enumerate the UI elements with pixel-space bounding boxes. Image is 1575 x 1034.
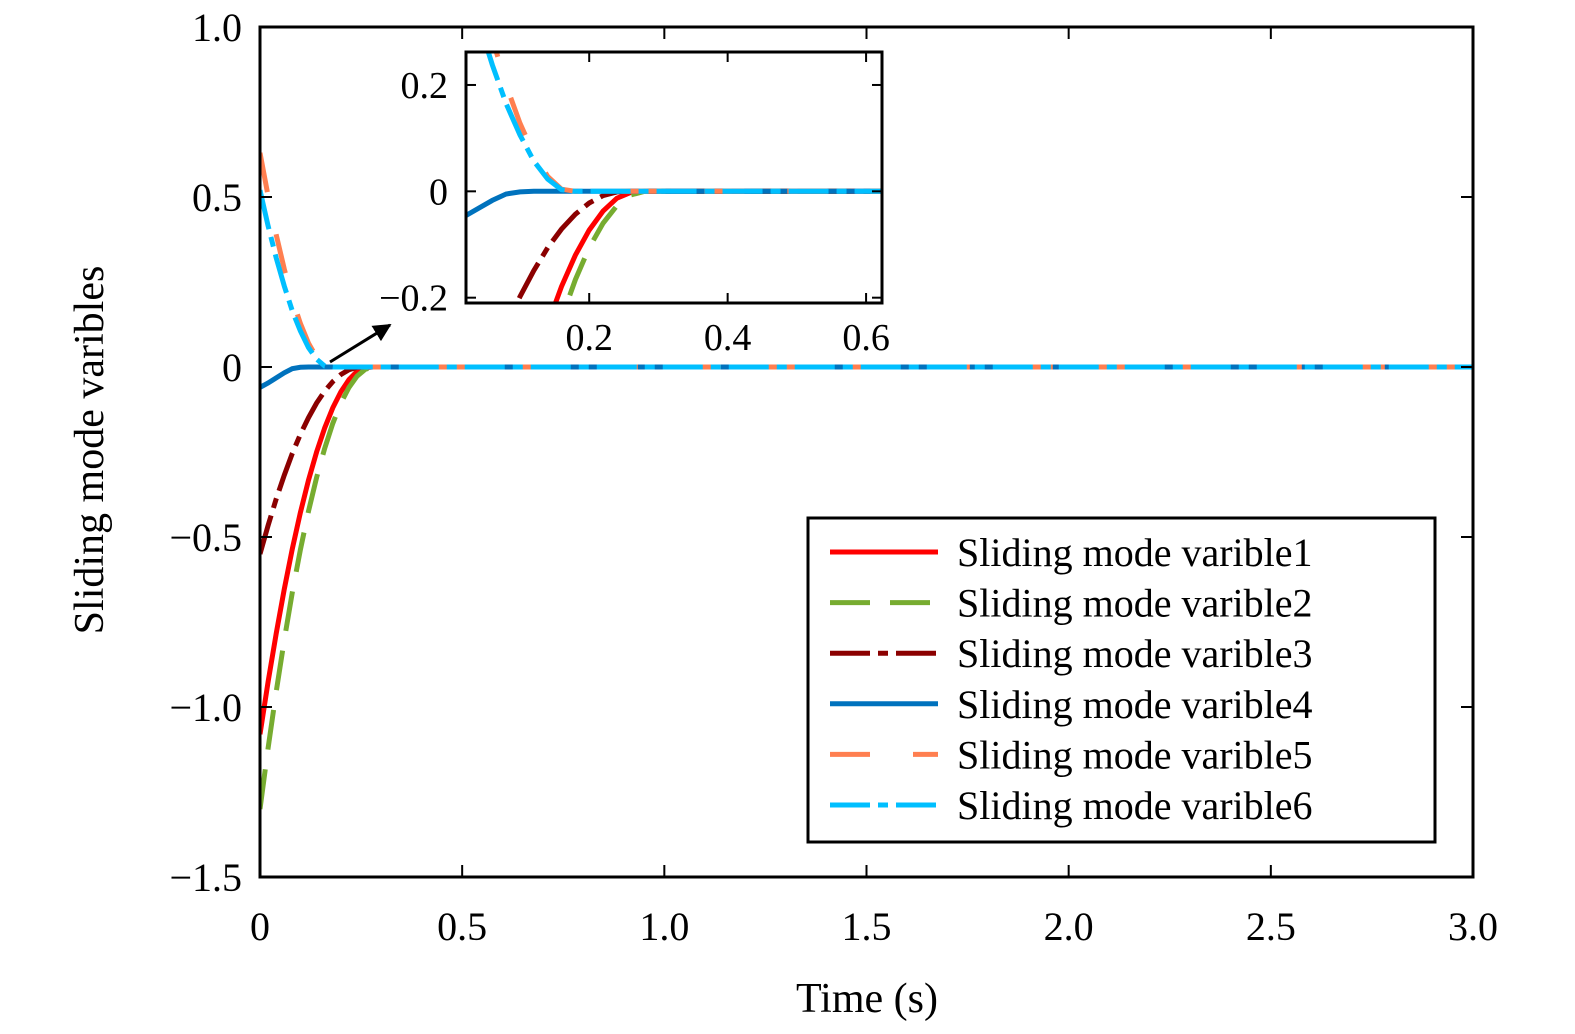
legend-item-3: Sliding mode varible3 bbox=[830, 631, 1313, 676]
legend-item-5: Sliding mode varible5 bbox=[830, 732, 1313, 777]
y-tick-label: 1.0 bbox=[192, 5, 242, 50]
main-series-line-4 bbox=[260, 364, 1473, 390]
main-axis-ticks bbox=[259, 26, 1474, 878]
legend-label: Sliding mode varible6 bbox=[957, 783, 1313, 828]
legend-box bbox=[806, 516, 1437, 844]
y-tick-label: 0.5 bbox=[192, 175, 242, 220]
x-tick-label: 3.0 bbox=[1448, 904, 1498, 949]
main-series-group bbox=[260, 152, 1473, 810]
inset-x-tick-label: 0.2 bbox=[565, 317, 613, 359]
legend-label: Sliding mode varible2 bbox=[957, 581, 1313, 626]
legend-item-4: Sliding mode varible4 bbox=[830, 682, 1313, 727]
legend-label: Sliding mode varible4 bbox=[957, 682, 1313, 727]
y-axis-label: Sliding mode varibles bbox=[67, 266, 113, 635]
inset-y-tick-label: −0.2 bbox=[379, 278, 448, 320]
legend-item-2: Sliding mode varible2 bbox=[830, 581, 1313, 626]
inset-series-group bbox=[466, 52, 882, 303]
inset-y-tick-label: 0.2 bbox=[401, 65, 449, 107]
x-tick-label: 2.0 bbox=[1044, 904, 1094, 949]
inset-axis-ticks bbox=[466, 52, 882, 303]
main-tick-labels: 0 0.5 1.0 1.5 2.0 2.5 3.0 1.0 0.5 0 −0.5 −1.0 −1.5 bbox=[169, 5, 1498, 949]
inset-x-tick-label: 0.4 bbox=[704, 317, 752, 359]
legend-label: Sliding mode varible1 bbox=[957, 530, 1313, 575]
legend-label: Sliding mode varible5 bbox=[957, 732, 1313, 777]
y-tick-label: −1.5 bbox=[169, 855, 242, 900]
inset-background bbox=[466, 52, 882, 303]
zoom-arrow bbox=[329, 323, 392, 364]
y-tick-label: −0.5 bbox=[169, 515, 242, 560]
inset-tick-labels: 0.2 0.4 0.6 0.2 0 −0.2 bbox=[379, 65, 890, 359]
y-tick-label: −1.0 bbox=[169, 685, 242, 730]
x-tick-label: 2.5 bbox=[1246, 904, 1296, 949]
legend-item-1: Sliding mode varible1 bbox=[830, 530, 1313, 575]
x-tick-label: 1.5 bbox=[842, 904, 892, 949]
inset-y-tick-label: 0 bbox=[429, 171, 448, 213]
legend-label: Sliding mode varible3 bbox=[957, 631, 1313, 676]
x-tick-label: 0 bbox=[250, 904, 270, 949]
inset-x-tick-label: 0.6 bbox=[842, 317, 890, 359]
y-tick-label: 0 bbox=[222, 345, 242, 390]
legend: Sliding mode varible1 Sliding mode varibl… bbox=[830, 530, 1313, 828]
x-axis-label: Time (s) bbox=[796, 976, 938, 1022]
main-series-line-6 bbox=[260, 189, 1473, 370]
inset-plot-frame bbox=[464, 50, 884, 305]
x-tick-label: 1.0 bbox=[639, 904, 689, 949]
legend-item-6: Sliding mode varible6 bbox=[830, 783, 1313, 828]
x-tick-label: 0.5 bbox=[437, 904, 487, 949]
inset-series-line-6 bbox=[485, 52, 882, 194]
